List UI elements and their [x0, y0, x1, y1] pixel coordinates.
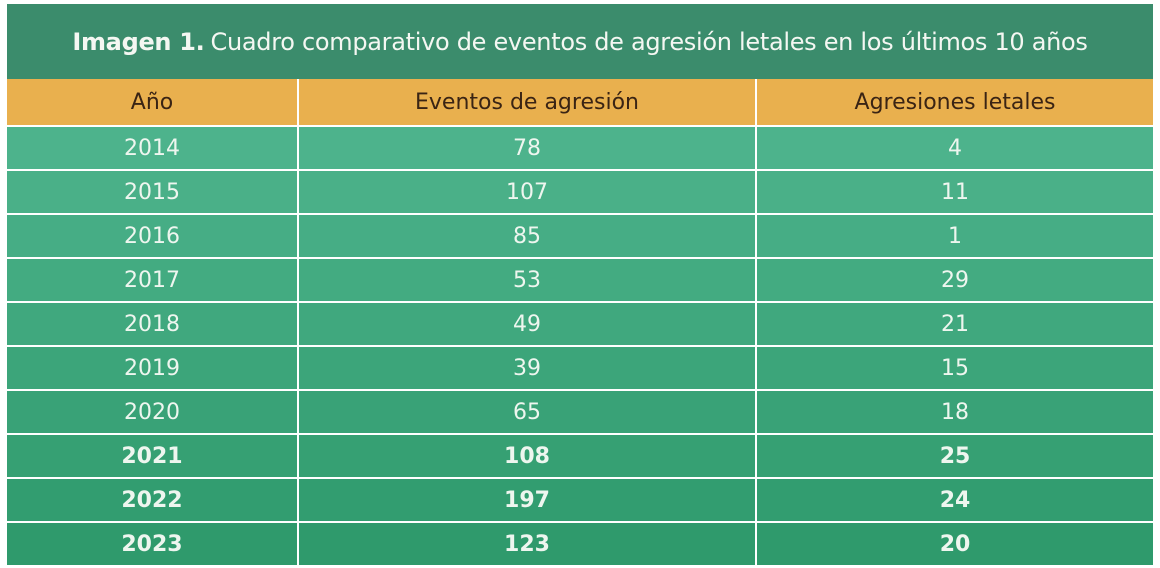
table-row: 2020 65 18: [7, 389, 1153, 433]
year-cell: 2023: [121, 531, 183, 557]
year-cell: 2017: [124, 267, 180, 293]
table-row: 2018 49 21: [7, 301, 1153, 345]
year-cell: 2016: [124, 223, 180, 249]
table-title: Imagen 1. Cuadro comparativo de eventos …: [7, 4, 1153, 79]
year-cell: 2022: [121, 487, 183, 513]
lethal-cell: 29: [755, 259, 1153, 301]
title-label: Imagen 1.: [72, 27, 205, 56]
year-cell: 2015: [124, 179, 180, 205]
lethal-cell: 15: [755, 347, 1153, 389]
events-cell: 85: [297, 215, 755, 257]
table-row: 2022 197 24: [7, 477, 1153, 521]
table-row: 2021 108 25: [7, 433, 1153, 477]
lethal-cell: 21: [755, 303, 1153, 345]
events-cell: 108: [297, 435, 755, 477]
table-row: 2017 53 29: [7, 257, 1153, 301]
year-cell: 2021: [121, 443, 183, 469]
title-text: Cuadro comparativo de eventos de agresió…: [210, 27, 1088, 56]
lethal-cell: 18: [755, 391, 1153, 433]
events-cell: 78: [297, 127, 755, 169]
lethal-cell: 25: [755, 435, 1153, 477]
events-cell: 49: [297, 303, 755, 345]
header-year: Año: [130, 89, 174, 115]
table-row: 2023 123 20: [7, 521, 1153, 565]
events-cell: 53: [297, 259, 755, 301]
table-row: 2014 78 4: [7, 125, 1153, 169]
lethal-cell: 1: [755, 215, 1153, 257]
lethal-cell: 4: [755, 127, 1153, 169]
events-cell: 65: [297, 391, 755, 433]
lethal-cell: 20: [755, 523, 1153, 565]
table-row: 2015 107 11: [7, 169, 1153, 213]
lethal-cell: 24: [755, 479, 1153, 521]
lethal-cell: 11: [755, 171, 1153, 213]
year-cell: 2018: [124, 311, 180, 337]
year-cell: 2019: [124, 355, 180, 381]
comparison-table: Imagen 1. Cuadro comparativo de eventos …: [7, 4, 1153, 565]
events-cell: 39: [297, 347, 755, 389]
events-cell: 197: [297, 479, 755, 521]
header-events: Eventos de agresión: [297, 79, 755, 125]
year-cell: 2020: [124, 399, 180, 425]
table-body: 2014 78 4 2015 107 11 2016 85 1 2017 53 29 2018 49 21 2…: [7, 125, 1153, 565]
header-row: Año Eventos de agresión Agresiones letal…: [7, 79, 1153, 125]
year-cell: 2014: [124, 135, 180, 161]
events-cell: 123: [297, 523, 755, 565]
table-row: 2019 39 15: [7, 345, 1153, 389]
events-cell: 107: [297, 171, 755, 213]
header-lethal: Agresiones letales: [755, 79, 1153, 125]
table-row: 2016 85 1: [7, 213, 1153, 257]
